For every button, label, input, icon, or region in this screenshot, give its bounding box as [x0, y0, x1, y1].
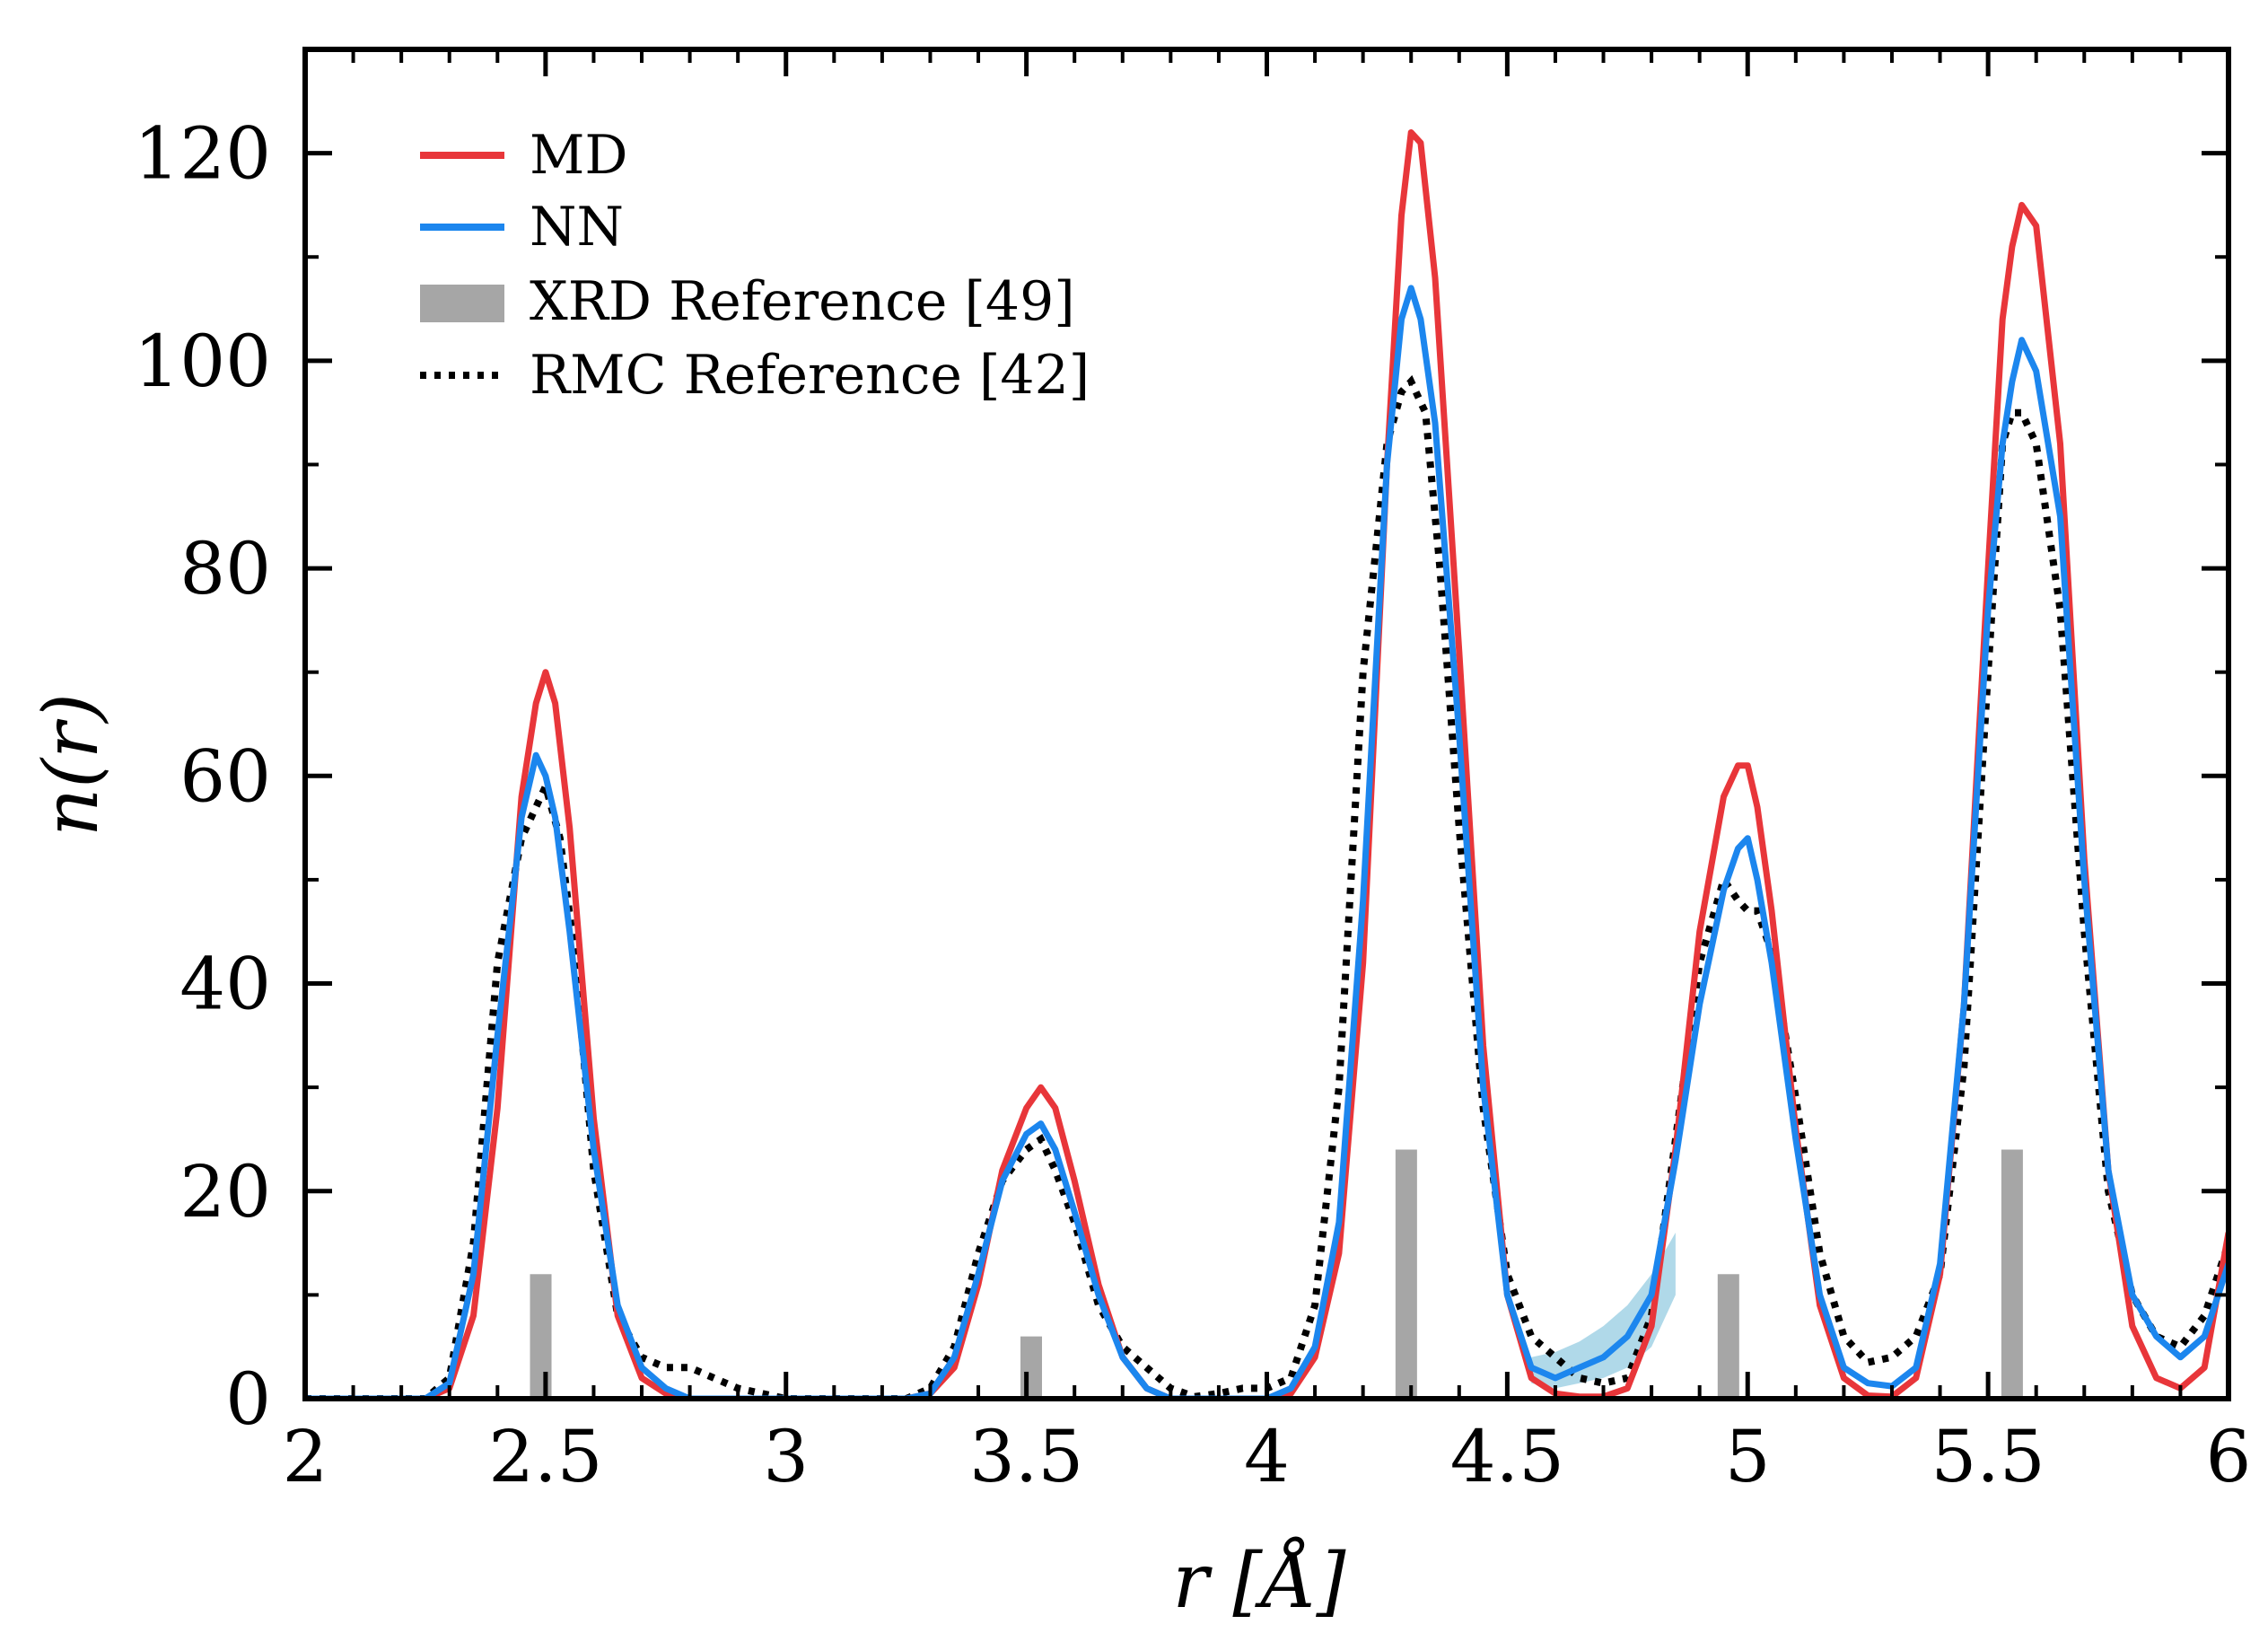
x-tick-label: 4: [1244, 1415, 1290, 1498]
xrd-reference-bar: [1020, 1336, 1042, 1399]
xrd-reference-bar: [530, 1274, 552, 1399]
nn-series-line: [305, 285, 2229, 1399]
x-tick-label: 3: [763, 1415, 809, 1498]
y-tick-label: 60: [180, 734, 271, 818]
x-tick-label: 2: [283, 1415, 328, 1498]
legend-xrd-label: XRD Reference [49]: [530, 270, 1075, 333]
plot-area: [305, 129, 2229, 1399]
x-tick-label: 5.5: [1931, 1415, 2045, 1498]
x-axis: 2 2.5 3 3.5 4 4.5 5 5.5 6: [283, 49, 2252, 1498]
legend-nn-label: NN: [530, 196, 624, 259]
x-tick-label: 6: [2206, 1415, 2252, 1498]
x-tick-label: 3.5: [969, 1415, 1083, 1498]
y-axis-title: n(r): [27, 693, 115, 837]
x-tick-label: 4.5: [1450, 1415, 1564, 1498]
xrd-reference-bar: [1395, 1149, 1417, 1399]
legend: MD NN XRD Reference [49] RMC Reference […: [420, 124, 1090, 407]
xrd-reference-bar: [2001, 1149, 2023, 1399]
legend-rmc-label: RMC Reference [42]: [530, 344, 1090, 407]
legend-xrd-swatch: [420, 285, 504, 322]
y-tick-label: 80: [180, 527, 271, 610]
xrd-reference-bar: [1717, 1274, 1739, 1399]
y-tick-label: 20: [180, 1150, 271, 1234]
x-tick-label: 5: [1725, 1415, 1771, 1498]
y-tick-label: 100: [134, 320, 271, 403]
x-axis-title: r [Å]: [1172, 1536, 1345, 1625]
y-tick-label: 0: [225, 1357, 271, 1441]
x-tick-label: 2.5: [488, 1415, 602, 1498]
y-tick-label: 120: [134, 112, 271, 196]
legend-md-label: MD: [530, 124, 628, 187]
y-tick-label: 40: [180, 943, 271, 1026]
y-axis: 0 20 40 60 80 100 120: [134, 112, 2229, 1441]
plot-layer: [305, 129, 2229, 1399]
